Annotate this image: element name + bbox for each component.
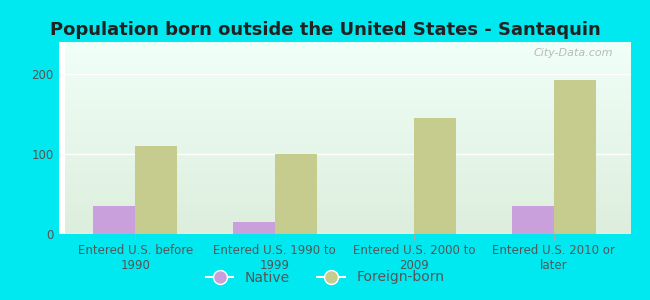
Legend: Native, Foreign-born: Native, Foreign-born: [200, 265, 450, 290]
Bar: [135, 146, 177, 234]
Text: Population born outside the United States - Santaquin: Population born outside the United State…: [49, 21, 601, 39]
Bar: [414, 118, 456, 234]
Bar: [94, 206, 135, 234]
Bar: [554, 80, 595, 234]
Text: City-Data.com: City-Data.com: [534, 48, 614, 58]
Bar: [233, 222, 275, 234]
Bar: [512, 206, 554, 234]
Bar: [275, 154, 317, 234]
